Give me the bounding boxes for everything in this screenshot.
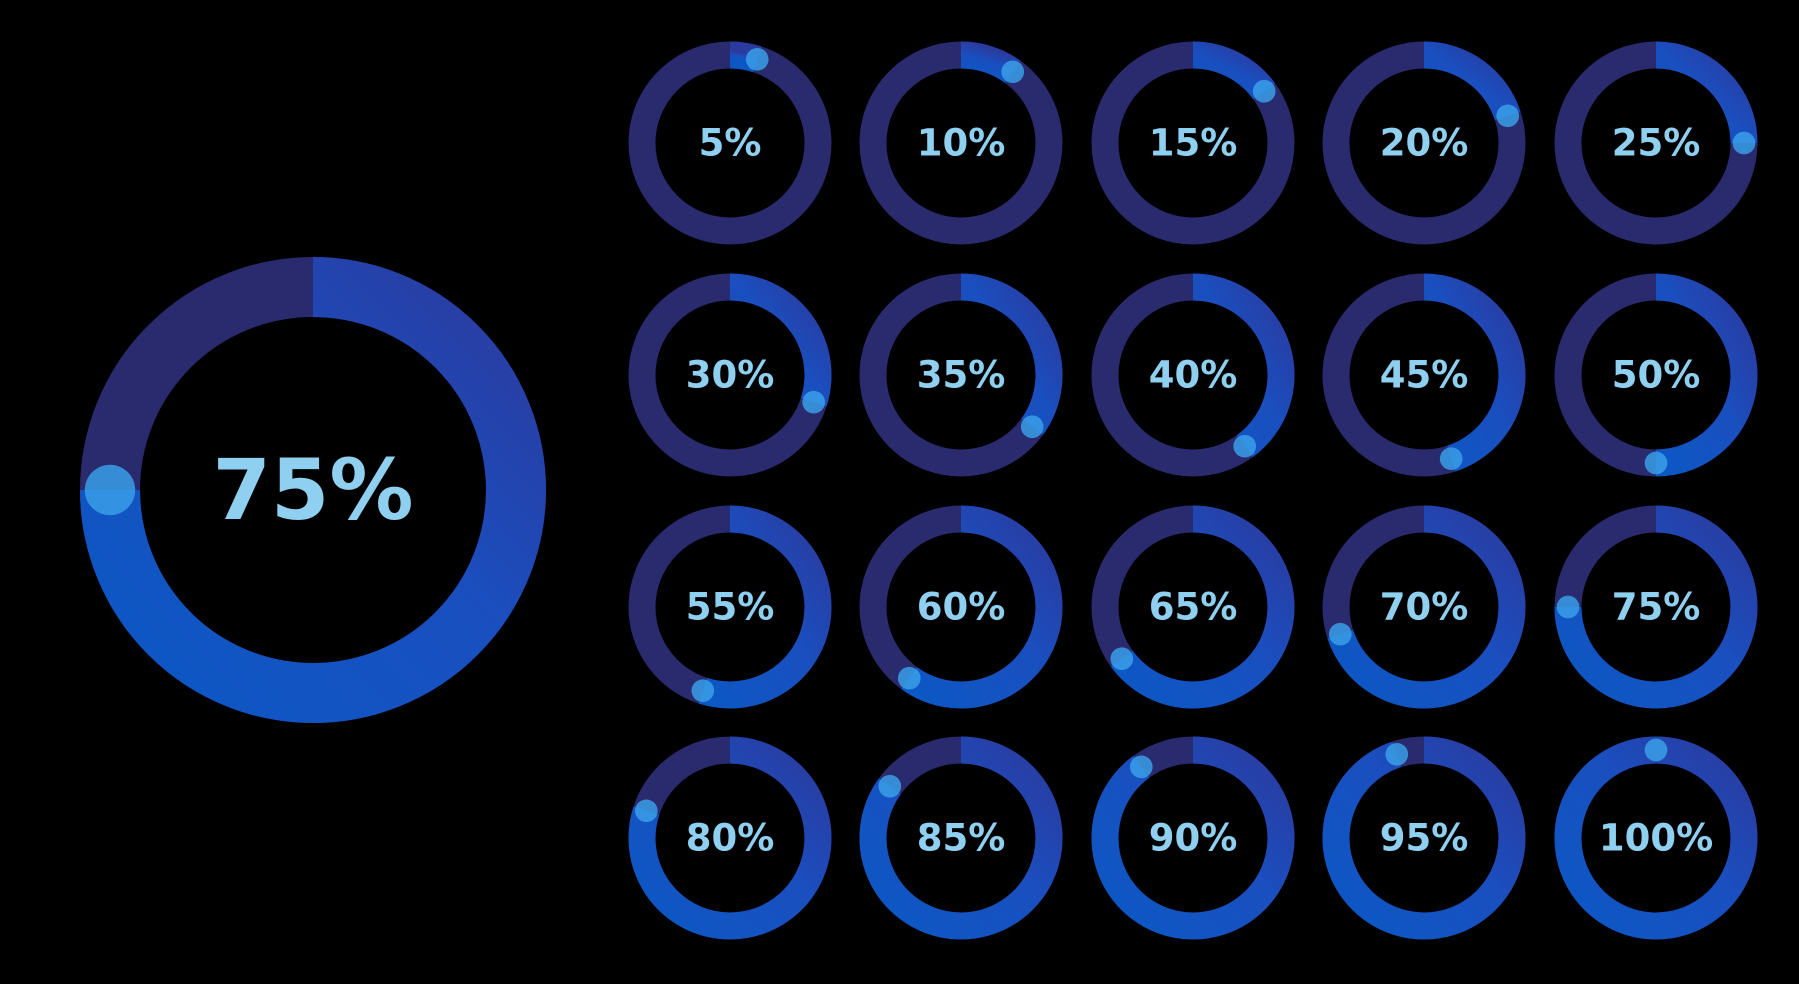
ring-knob (1439, 447, 1463, 471)
ring-knob (1110, 647, 1134, 671)
ring-knob (1233, 434, 1257, 458)
ring-label: 40% (1149, 354, 1238, 397)
ring-knob (897, 666, 921, 690)
progress-ring: 60% (859, 505, 1063, 709)
ring-progress-arc (1327, 505, 1526, 709)
ring-progress-arc (1423, 41, 1521, 121)
ring-progress-arc (1110, 505, 1295, 709)
ring-progress-arc (698, 505, 832, 709)
progress-ring: 30% (628, 273, 832, 477)
progress-ring: 20% (1322, 41, 1526, 245)
ring-knob (634, 799, 658, 823)
progress-ring: 90% (1091, 736, 1295, 940)
ring-knob (745, 47, 769, 71)
ring-knob (1385, 742, 1409, 766)
ring-label: 80% (686, 817, 775, 860)
ring-knob (802, 390, 826, 414)
ring-progress-arc (1655, 273, 1758, 477)
ring-progress-arc (1091, 736, 1295, 940)
ring-progress-arc (628, 736, 832, 940)
ring-knob (1252, 79, 1276, 103)
ring-knob (1001, 60, 1025, 84)
progress-ring: 55% (628, 505, 832, 709)
ring-label: 5% (699, 122, 762, 165)
featured-ring-label: 75% (212, 441, 413, 539)
ring-progress-arc (901, 505, 1063, 709)
ring-label: 55% (686, 586, 775, 629)
ring-label: 60% (917, 586, 1006, 629)
progress-ring: 75% (1554, 505, 1758, 709)
progress-ring: 80% (628, 736, 832, 940)
ring-label: 30% (686, 354, 775, 397)
ring-label: 50% (1612, 354, 1701, 397)
ring-label: 85% (917, 817, 1006, 860)
ring-label: 20% (1380, 122, 1469, 165)
ring-label: 10% (917, 122, 1006, 165)
progress-ring: 65% (1091, 505, 1295, 709)
progress-ring: 45% (1322, 273, 1526, 477)
progress-ring: 5% (628, 41, 832, 245)
featured-ring-progress-arc (80, 257, 546, 723)
ring-label: 65% (1149, 586, 1238, 629)
ring-progress-arc (1423, 273, 1526, 472)
ring-label: 75% (1612, 586, 1701, 629)
ring-knob (691, 679, 715, 703)
progress-ring: 35% (859, 273, 1063, 477)
ring-knob (1129, 755, 1153, 779)
progress-ring-grid: 5% 10% 15% 20% 25% 30% 35% 40% 45% 50% 55% 60% 65% 70… (628, 41, 1758, 940)
progress-ring: 95% (1322, 736, 1526, 940)
featured-progress-ring: 75% (80, 257, 546, 723)
ring-progress-arc (1322, 736, 1526, 940)
ring-label: 95% (1380, 817, 1469, 860)
ring-label: 25% (1612, 122, 1701, 165)
ring-label: 45% (1380, 354, 1469, 397)
ring-progress-arc (1554, 505, 1758, 709)
ring-label: 70% (1380, 586, 1469, 629)
progress-ring: 10% (859, 41, 1063, 245)
ring-label: 15% (1149, 122, 1238, 165)
progress-ring: 50% (1554, 273, 1758, 477)
ring-progress-arc (859, 736, 1063, 940)
ring-knob (878, 774, 902, 798)
ring-label: 100% (1599, 817, 1713, 860)
ring-knob (1020, 415, 1044, 439)
ring-knob (1644, 738, 1668, 762)
featured-ring-knob (84, 464, 136, 516)
ring-progress-arc (1192, 273, 1295, 458)
ring-knob (1644, 451, 1668, 475)
progress-ring: 15% (1091, 41, 1295, 245)
ring-progress-arc (729, 273, 832, 407)
ring-knob (1556, 595, 1580, 619)
progress-ring: 100% (1554, 736, 1758, 940)
ring-progress-arc (1655, 41, 1758, 144)
ring-progress-arc (960, 273, 1063, 435)
ring-knob (1732, 131, 1756, 155)
ring-label: 35% (917, 354, 1006, 397)
progress-ring: 40% (1091, 273, 1295, 477)
progress-ring: 25% (1554, 41, 1758, 245)
ring-knob (1496, 104, 1520, 128)
ring-knob (1328, 622, 1352, 646)
ring-label: 90% (1149, 817, 1238, 860)
ring-progress-arc (1192, 41, 1276, 100)
ring-progress-arc (1554, 736, 1758, 940)
progress-ring: 85% (859, 736, 1063, 940)
progress-ring: 70% (1322, 505, 1526, 709)
